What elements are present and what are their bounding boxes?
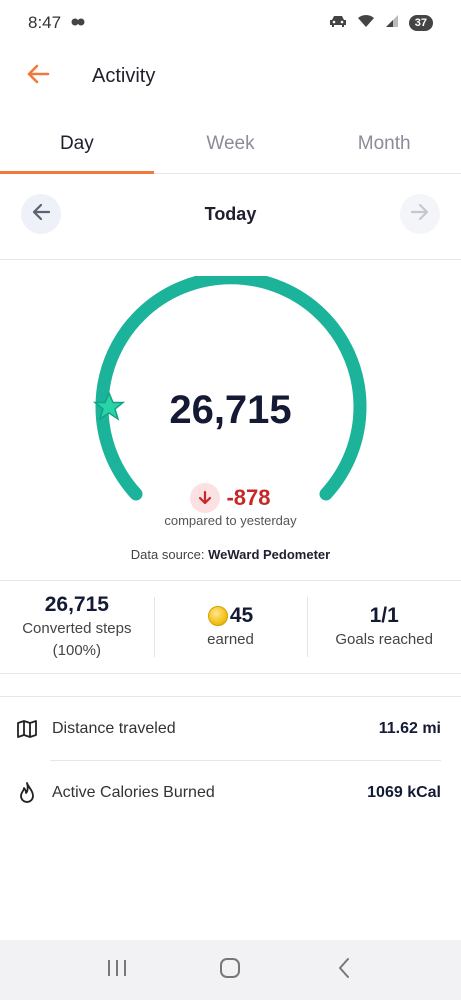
arrow-right-icon [410,203,430,226]
period-tabs: Day Week Month [0,114,461,174]
next-day-button[interactable] [400,194,440,234]
delta-value: -878 [226,485,271,510]
tab-day[interactable]: Day [0,114,154,174]
data-source-name: WeWard Pedometer [208,547,331,562]
system-nav-bar [0,940,461,1000]
converted-steps-stat: 26,715 Converted steps (100%) [0,581,154,673]
arrow-left-icon [31,203,51,226]
map-icon [16,718,38,740]
back-button[interactable] [18,56,58,96]
goals-stat: 1/1 Goals reached [307,581,461,673]
system-back-button[interactable] [324,950,364,990]
page-title: Activity [92,64,156,87]
goals-label: Goals reached [335,631,433,648]
star-icon [92,391,126,421]
current-day-label: Today [204,203,257,224]
steps-gauge [92,276,367,501]
arrow-down-icon [190,483,221,513]
converted-steps-value: 26,715 [44,593,109,616]
distance-row: Distance traveled 11.62 mi [0,704,461,754]
steps-count: 26,715 [169,388,292,432]
earned-amount: 45 [207,604,254,628]
divider [0,259,461,260]
divider [0,696,461,697]
converted-steps-label: Converted steps [22,620,132,637]
earned-value: 45 [229,604,254,627]
earned-stat: 45 earned [153,581,308,673]
chevron-left-icon [337,957,351,984]
distance-value: 11.62 mi [378,720,441,737]
battery-indicator: 37 [408,15,433,31]
calories-value: 1069 kCal [367,784,441,801]
recent-apps-icon [106,959,128,982]
recent-apps-button[interactable] [97,950,137,990]
compare-text: compared to yesterday [164,513,297,528]
wifi-icon [357,14,375,33]
distance-label: Distance traveled [52,720,176,737]
day-navigator: Today [0,186,461,242]
signal-icon [385,14,399,33]
arrow-left-icon [26,64,50,89]
calories-row: Active Calories Burned 1069 kCal [0,768,461,818]
data-source: Data source: WeWard Pedometer [0,547,461,562]
tab-week[interactable]: Week [206,132,255,154]
status-icons: 37 [329,14,433,33]
divider [50,760,441,761]
app-bar: Activity [0,46,461,106]
converted-steps-percent: (100%) [52,642,102,659]
car-icon [329,14,347,33]
home-icon [219,957,241,984]
flame-icon [16,782,38,804]
previous-day-button[interactable] [21,194,61,234]
data-source-prefix: Data source: [130,547,209,562]
steps-delta: -878 [0,483,461,513]
coin-icon [207,606,228,626]
status-bar: 8:47 37 [0,0,461,46]
home-button[interactable] [210,950,250,990]
gauge-progress-arc [95,276,367,501]
calories-label: Active Calories Burned [52,784,215,801]
notification-icon [71,16,85,31]
goals-value: 1/1 [369,604,399,627]
status-time: 8:47 [28,13,62,32]
stats-row: 26,715 Converted steps (100%) 45 earned … [0,580,461,674]
tab-month[interactable]: Month [357,132,411,154]
earned-label: earned [207,631,254,648]
